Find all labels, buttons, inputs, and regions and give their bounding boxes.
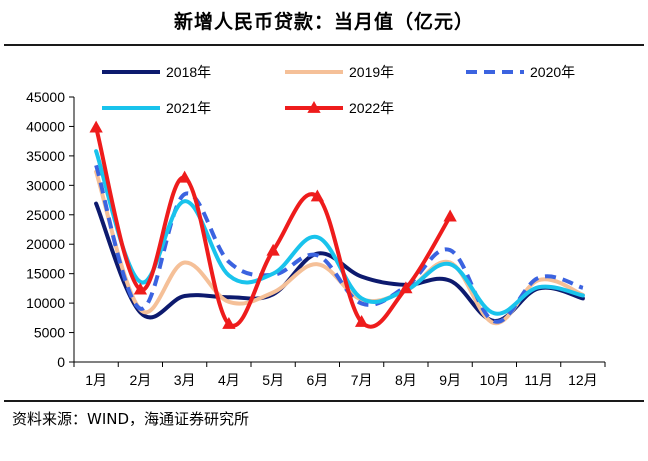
y-tick-label: 40000 (26, 118, 65, 134)
legend-item-2020年: 2020年 (466, 64, 575, 80)
data-point-marker (310, 189, 325, 202)
x-tick-label: 7月 (351, 372, 373, 388)
data-point-marker (222, 316, 236, 329)
data-point-marker (399, 281, 413, 294)
y-tick-label: 0 (57, 354, 65, 370)
series-line (94, 125, 453, 329)
legend-item-2021年: 2021年 (102, 100, 211, 116)
x-tick-label: 1月 (85, 372, 107, 388)
series-2019年 (94, 169, 585, 326)
legend-item-2022年: 2022年 (285, 100, 394, 116)
x-tick-label: 6月 (306, 372, 328, 388)
data-point-marker (133, 282, 148, 295)
legend-label: 2019年 (349, 64, 394, 80)
legend-label: 2021年 (166, 100, 211, 116)
x-tick-label: 2月 (129, 372, 151, 388)
legend-marker (307, 101, 321, 113)
series-2020年 (94, 164, 584, 324)
data-point-marker (266, 243, 280, 256)
chart-title: 新增人民币贷款：当月值（亿元） (173, 11, 474, 33)
x-tick-label: 12月 (568, 372, 598, 388)
x-tick-label: 10月 (480, 372, 510, 388)
series-2022年 (89, 120, 457, 329)
source-note: 资料来源：WIND，海通证券研究所 (12, 410, 250, 428)
data-point-marker (443, 209, 457, 222)
y-tick-label: 25000 (26, 207, 65, 223)
x-tick-label: 8月 (395, 372, 417, 388)
y-tick-label: 45000 (26, 89, 65, 105)
series-line (94, 149, 585, 316)
data-point-marker (354, 315, 369, 327)
x-tick-label: 4月 (218, 372, 240, 388)
y-tick-label: 15000 (26, 266, 65, 282)
footer-divider (4, 400, 644, 402)
series-line (94, 164, 584, 324)
legend-label: 2018年 (166, 64, 211, 80)
y-tick-label: 10000 (26, 295, 65, 311)
legend-item-2018年: 2018年 (102, 64, 211, 80)
y-tick-label: 30000 (26, 177, 65, 193)
line-chart: 0 5000 10000 15000 20000 25000 30000 35000 40000… (26, 64, 606, 388)
legend-item-2019年: 2019年 (285, 64, 394, 80)
data-point-marker (89, 120, 103, 133)
x-tick-label: 11月 (524, 372, 553, 388)
x-tick-label: 3月 (174, 372, 196, 388)
data-point-marker (177, 170, 192, 183)
x-tick-label: 9月 (439, 372, 461, 388)
y-tick-label: 20000 (26, 236, 65, 252)
y-tick-label: 5000 (34, 325, 65, 341)
series-line (94, 169, 585, 326)
y-tick-label: 35000 (26, 148, 65, 164)
title-divider (4, 44, 644, 46)
x-tick-label: 5月 (262, 372, 284, 388)
legend-label: 2020年 (530, 64, 575, 80)
series-2021年 (94, 149, 585, 316)
legend-label: 2022年 (349, 100, 394, 116)
